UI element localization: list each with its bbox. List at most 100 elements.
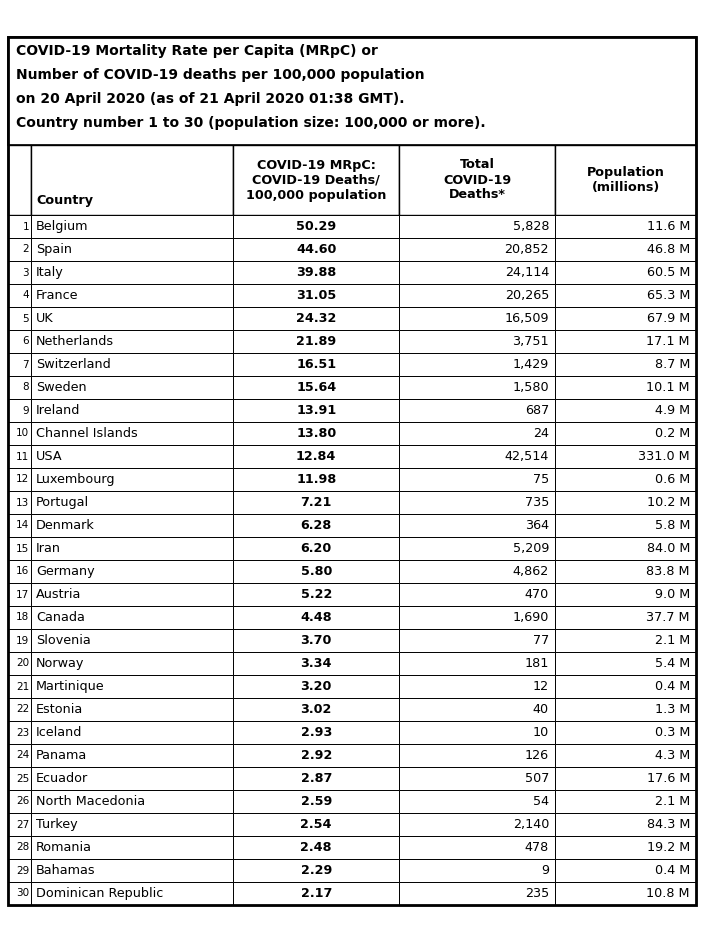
Text: 6.20: 6.20: [301, 542, 332, 555]
Bar: [555, 514, 696, 537]
Bar: [555, 813, 696, 836]
Text: 27: 27: [16, 820, 29, 830]
Bar: [233, 215, 399, 238]
Text: 3.02: 3.02: [301, 703, 332, 716]
Text: 28: 28: [16, 842, 29, 853]
Text: 26: 26: [16, 797, 29, 806]
Bar: [8, 790, 31, 813]
Text: 21: 21: [16, 681, 29, 691]
Text: 6.28: 6.28: [301, 519, 332, 532]
Text: 22: 22: [16, 705, 29, 714]
Bar: [233, 284, 399, 307]
Bar: [555, 399, 696, 422]
Bar: [233, 882, 399, 905]
Text: 8.7 M: 8.7 M: [655, 358, 690, 371]
Bar: [399, 376, 555, 399]
Bar: [8, 629, 31, 652]
Bar: [233, 698, 399, 721]
Bar: [233, 491, 399, 514]
Text: 11: 11: [16, 451, 29, 462]
Bar: [31, 652, 233, 675]
Text: 15: 15: [16, 544, 29, 554]
Text: 20: 20: [16, 658, 29, 669]
Text: COVID-19 Mortality Rate per Capita (MRpC) or: COVID-19 Mortality Rate per Capita (MRpC…: [16, 44, 378, 58]
Bar: [555, 698, 696, 721]
Text: Spain: Spain: [36, 243, 72, 256]
Text: 23: 23: [16, 727, 29, 738]
Text: 2,140: 2,140: [513, 818, 549, 831]
Text: Country: Country: [36, 194, 93, 207]
Bar: [555, 882, 696, 905]
Text: 4.48: 4.48: [301, 611, 332, 624]
Text: 2.48: 2.48: [301, 841, 332, 854]
Bar: [8, 836, 31, 859]
Text: 5.8 M: 5.8 M: [655, 519, 690, 532]
Bar: [31, 721, 233, 744]
Bar: [233, 514, 399, 537]
Bar: [233, 445, 399, 468]
Text: USA: USA: [36, 450, 63, 463]
Bar: [399, 813, 555, 836]
Bar: [8, 145, 31, 215]
Text: 4.9 M: 4.9 M: [655, 404, 690, 417]
Text: 12: 12: [533, 680, 549, 693]
Bar: [31, 215, 233, 238]
Text: 15.64: 15.64: [296, 381, 337, 394]
Bar: [555, 767, 696, 790]
Text: 12: 12: [16, 475, 29, 484]
Bar: [8, 353, 31, 376]
Text: Martinique: Martinique: [36, 680, 105, 693]
Bar: [8, 744, 31, 767]
Bar: [31, 698, 233, 721]
Text: 11.6 M: 11.6 M: [647, 220, 690, 233]
Bar: [233, 422, 399, 445]
Bar: [399, 721, 555, 744]
Bar: [233, 145, 399, 215]
Bar: [399, 445, 555, 468]
Text: 5,828: 5,828: [513, 220, 549, 233]
Bar: [555, 859, 696, 882]
Bar: [31, 284, 233, 307]
Bar: [233, 399, 399, 422]
Text: 2: 2: [23, 245, 29, 254]
Bar: [31, 445, 233, 468]
Text: 1: 1: [23, 221, 29, 232]
Bar: [233, 675, 399, 698]
Bar: [399, 468, 555, 491]
Text: 4,862: 4,862: [513, 565, 549, 578]
Text: 67.9 M: 67.9 M: [647, 312, 690, 325]
Text: 3.20: 3.20: [301, 680, 332, 693]
Text: 84.3 M: 84.3 M: [647, 818, 690, 831]
Bar: [31, 376, 233, 399]
Bar: [31, 859, 233, 882]
Text: 19: 19: [16, 636, 29, 645]
Bar: [555, 836, 696, 859]
Bar: [555, 215, 696, 238]
Bar: [8, 37, 696, 145]
Text: 2.1 M: 2.1 M: [655, 634, 690, 647]
Bar: [8, 468, 31, 491]
Text: 14: 14: [16, 521, 29, 530]
Bar: [399, 606, 555, 629]
Text: 3,751: 3,751: [513, 335, 549, 348]
Bar: [399, 330, 555, 353]
Text: on 20 April 2020 (as of 21 April 2020 01:38 GMT).: on 20 April 2020 (as of 21 April 2020 01…: [16, 92, 405, 106]
Text: 1,429: 1,429: [513, 358, 549, 371]
Text: Slovenia: Slovenia: [36, 634, 91, 647]
Bar: [555, 491, 696, 514]
Text: 44.60: 44.60: [296, 243, 337, 256]
Text: 75: 75: [533, 473, 549, 486]
Bar: [233, 629, 399, 652]
Text: UK: UK: [36, 312, 54, 325]
Text: 40: 40: [533, 703, 549, 716]
Bar: [8, 330, 31, 353]
Text: 470: 470: [524, 588, 549, 601]
Text: 0.6 M: 0.6 M: [655, 473, 690, 486]
Bar: [233, 767, 399, 790]
Text: 478: 478: [524, 841, 549, 854]
Text: 2.17: 2.17: [301, 887, 332, 900]
Text: Channel Islands: Channel Islands: [36, 427, 138, 440]
Text: Country number 1 to 30 (population size: 100,000 or more).: Country number 1 to 30 (population size:…: [16, 116, 486, 130]
Text: 2.29: 2.29: [301, 864, 332, 877]
Text: 10.2 M: 10.2 M: [647, 496, 690, 509]
